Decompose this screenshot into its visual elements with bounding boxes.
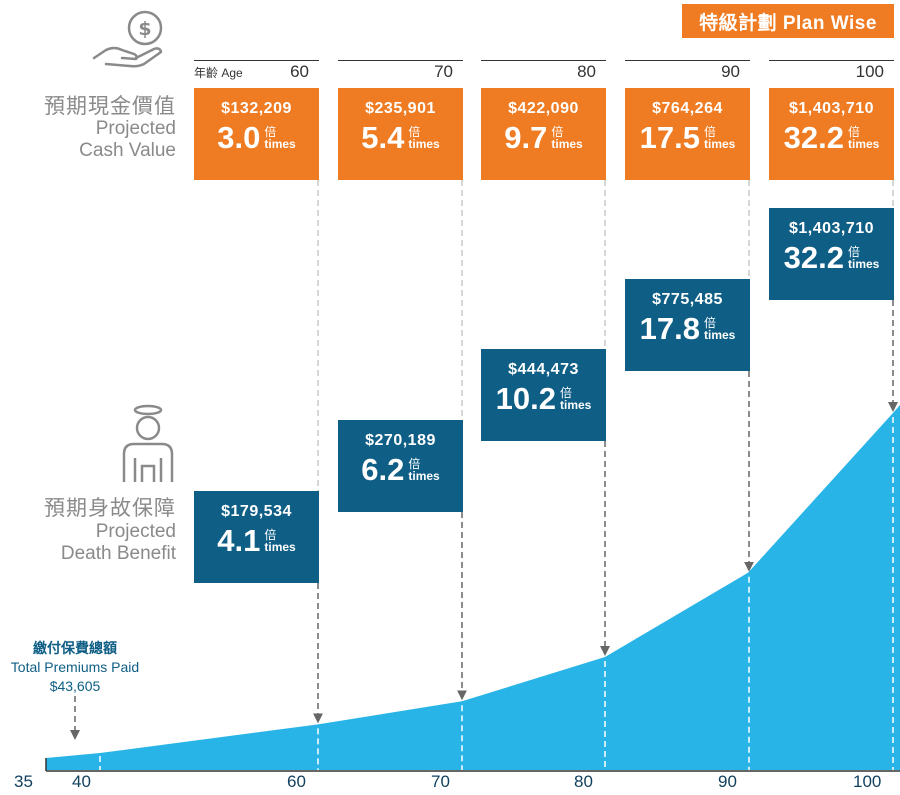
death-benefit-box-70: $270,189 6.2 倍 times	[338, 420, 463, 512]
cash-value-label-en-1: Projected	[95, 118, 176, 139]
death-benefit-box-90-multiple: 17.8	[639, 311, 700, 346]
cash-value-box-70-amount: $235,901	[365, 100, 436, 117]
death-benefit-box-90-amount: $775,485	[652, 291, 723, 308]
death-benefit-box-60-unit-zh: 倍	[264, 528, 277, 542]
x-tick-100: 100	[853, 772, 882, 791]
age-header-line-70	[338, 60, 463, 61]
cash-value-box-60-multiple: 3.0	[217, 120, 261, 155]
cash-value-box-70-unit-en: times	[408, 137, 440, 151]
cash-value-box-90: $764,264 17.5 倍 times	[625, 88, 750, 180]
cash-value-box-90-multiple: 17.5	[639, 120, 700, 155]
cash-value-box-80-amount: $422,090	[508, 100, 579, 117]
x-tick-80: 80	[574, 772, 593, 791]
death-benefit-box-80-multiple: 10.2	[495, 381, 556, 416]
age-header-60: 60	[290, 62, 309, 81]
death-benefit-box-90-unit-zh: 倍	[703, 316, 716, 330]
death-benefit-box-100-amount: $1,403,710	[788, 220, 875, 237]
age-header-90: 90	[721, 62, 740, 81]
death-benefit-box-60-unit-en: times	[264, 540, 296, 554]
death-benefit-label-zh: 預期身故保障	[44, 497, 176, 520]
cash-value-box-80: $422,090 9.7 倍 times	[481, 88, 606, 180]
cash-value-box-90-unit-en: times	[703, 137, 736, 151]
x-tick-40: 40	[72, 772, 91, 791]
age-header-80: 80	[577, 62, 596, 81]
cash-value-box-60-unit-zh: 倍	[264, 125, 277, 139]
death-benefit-box-70-multiple: 6.2	[361, 452, 405, 487]
death-benefit-box-100-unit-en: times	[847, 257, 880, 271]
plan-badge: 特級計劃 Plan Wise	[682, 4, 894, 38]
angel-person-icon	[122, 404, 174, 482]
death-benefit-box-90: $775,485 17.8 倍 times	[625, 279, 750, 371]
cash-value-box-100-multiple: 32.2	[783, 120, 844, 155]
cash-value-box-100-amount: $1,403,710	[788, 100, 875, 117]
cash-value-box-100-unit-en: times	[847, 137, 880, 151]
svg-text:$: $	[138, 18, 151, 40]
cash-value-box-70: $235,901 5.4 倍 times	[338, 88, 463, 180]
death-benefit-box-100-multiple: 32.2	[783, 240, 844, 275]
cash-value-box-70-unit-zh: 倍	[408, 125, 421, 139]
death-benefit-label-en-2: Death Benefit	[60, 543, 176, 564]
x-tick-60: 60	[287, 772, 306, 791]
cash-value-box-80-unit-zh: 倍	[551, 125, 564, 139]
cash-value-box-80-multiple: 9.7	[504, 120, 548, 155]
cash-value-box-60-unit-en: times	[264, 137, 296, 151]
premiums-amount: $43,605	[49, 678, 101, 694]
death-benefit-box-70-unit-en: times	[408, 469, 440, 483]
death-benefit-box-70-unit-zh: 倍	[408, 457, 421, 471]
age-header-line-90	[625, 60, 750, 61]
cash-value-box-60-amount: $132,209	[221, 100, 292, 117]
cash-value-box-100-unit-zh: 倍	[847, 125, 860, 139]
age-header-line-80	[481, 60, 606, 61]
premiums-label-en: Total Premiums Paid	[10, 659, 140, 675]
cash-value-label-en-2: Cash Value	[79, 140, 176, 161]
death-benefit-label-en-1: Projected	[95, 521, 176, 542]
x-tick-35: 35	[14, 772, 33, 791]
x-tick-90: 90	[718, 772, 737, 791]
death-benefit-box-80-unit-zh: 倍	[559, 386, 572, 400]
cash-value-box-60: $132,209 3.0 倍 times	[194, 88, 319, 180]
cash-value-box-70-multiple: 5.4	[361, 120, 405, 155]
death-benefit-box-80-amount: $444,473	[508, 361, 579, 378]
age-caption: 年齡 Age	[194, 66, 243, 80]
premiums-label-zh: 繳付保費總額	[33, 640, 117, 656]
cash-value-box-90-unit-zh: 倍	[703, 125, 716, 139]
death-benefit-box-100: $1,403,710 32.2 倍 times	[769, 208, 894, 300]
death-benefit-box-90-unit-en: times	[703, 328, 736, 342]
death-benefit-box-60: $179,534 4.1 倍 times	[194, 491, 319, 583]
death-benefit-area	[46, 405, 900, 770]
age-header-100: 100	[855, 62, 884, 81]
death-benefit-box-60-amount: $179,534	[221, 503, 292, 520]
cash-value-box-90-amount: $764,264	[652, 100, 723, 117]
age-header-line-60	[194, 60, 319, 61]
x-tick-70: 70	[431, 772, 450, 791]
cash-value-box-100: $1,403,710 32.2 倍 times	[769, 88, 894, 180]
money-hand-icon: $	[92, 10, 163, 68]
cash-value-label-zh: 預期現金價值	[44, 95, 176, 118]
age-header-line-100	[769, 60, 894, 61]
death-benefit-box-100-unit-zh: 倍	[847, 245, 860, 259]
death-benefit-box-80-unit-en: times	[559, 398, 592, 412]
death-benefit-box-60-multiple: 4.1	[217, 523, 261, 558]
age-header-70: 70	[434, 62, 453, 81]
death-benefit-box-70-amount: $270,189	[365, 432, 436, 449]
death-benefit-box-80: $444,473 10.2 倍 times	[481, 349, 606, 441]
cash-value-box-80-unit-en: times	[551, 137, 583, 151]
